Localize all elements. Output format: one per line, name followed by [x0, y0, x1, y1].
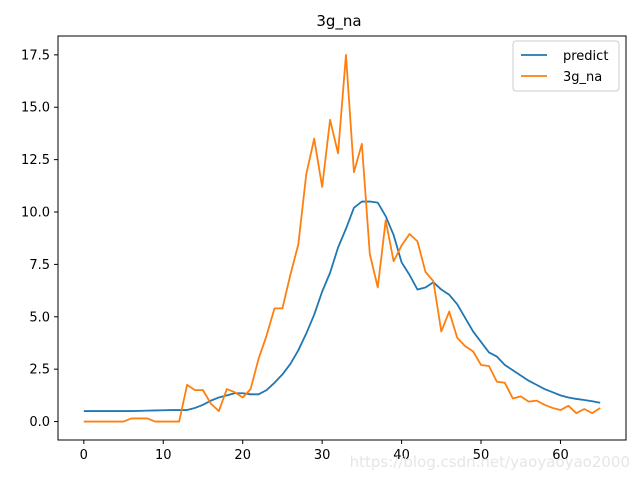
- x-tick-label-0: 0: [80, 448, 88, 463]
- y-tick-label-4: 10.0: [21, 206, 50, 221]
- series-line-predict: [83, 200, 601, 412]
- x-tick-label-30: 30: [314, 448, 331, 463]
- chart-title: 3g_na: [316, 12, 361, 31]
- legend-box: [512, 40, 620, 92]
- x-tick-label-40: 40: [393, 448, 410, 463]
- y-tick-label-5: 12.5: [21, 153, 50, 168]
- x-axis-ticks: 0 10 20 30 40 50 60: [80, 440, 569, 463]
- x-tick-label-50: 50: [473, 448, 490, 463]
- series-line-3g_na: [83, 53, 601, 423]
- legend-label-3g_na: 3g_na: [563, 70, 602, 85]
- y-axis-ticks: 0.0 2.5 5.0 7.5 10.0 12.5 15.0 17.5: [21, 48, 58, 430]
- legend: predict 3g_na: [512, 40, 620, 92]
- legend-label-predict: predict: [563, 49, 608, 64]
- x-tick-label-20: 20: [234, 448, 251, 463]
- y-tick-label-6: 15.0: [21, 101, 50, 116]
- y-tick-label-7: 17.5: [21, 48, 50, 63]
- y-tick-label-2: 5.0: [29, 310, 50, 325]
- y-tick-label-0: 0.0: [29, 415, 50, 430]
- plot-lines: [83, 53, 601, 423]
- y-tick-label-3: 7.5: [29, 258, 50, 273]
- x-tick-label-10: 10: [155, 448, 172, 463]
- y-tick-label-1: 2.5: [29, 363, 50, 378]
- watermark-text: https://blog.csdn.net/yaoyaoyao2000: [350, 453, 630, 471]
- x-tick-label-60: 60: [552, 448, 569, 463]
- plot-frame: [57, 35, 627, 441]
